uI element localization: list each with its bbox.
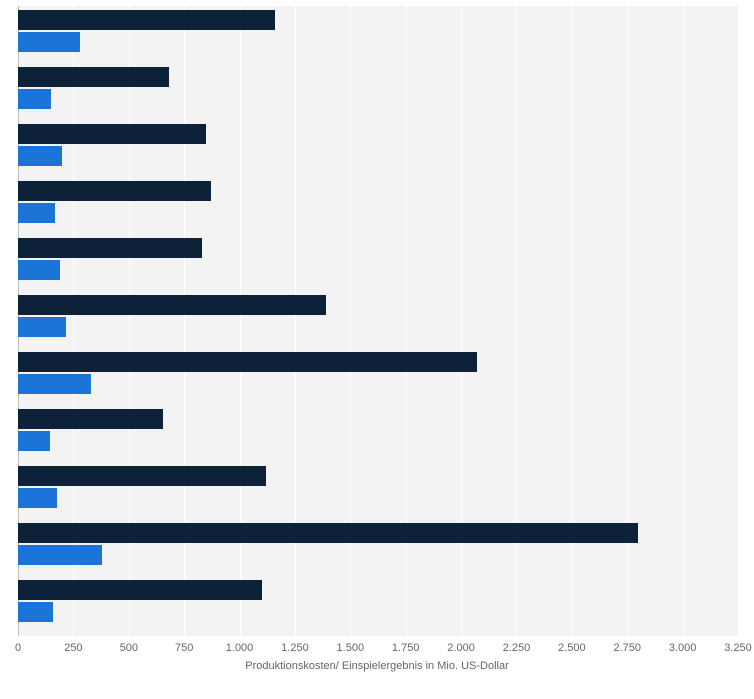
x-tick-label: 2.000 [447, 642, 475, 654]
bar-revenue [18, 409, 163, 429]
bar-cost [18, 260, 60, 280]
bar-revenue [18, 124, 206, 144]
bar-revenue [18, 181, 211, 201]
plot-area: 02505007501.0001.2501.5001.7502.0002.250… [18, 6, 738, 636]
bar-cost [18, 317, 66, 337]
x-gridline [738, 6, 739, 636]
bar-revenue [18, 352, 477, 372]
chart-container: 0 250 500 750 1.000 1.250 1.500 1.750 2.000 2.250… [0, 0, 754, 699]
bar-revenue [18, 295, 326, 315]
bar-revenue [18, 580, 262, 600]
x-tick-label: 2.500 [558, 642, 586, 654]
bar-revenue [18, 523, 638, 543]
bar-cost [18, 374, 91, 394]
x-tick-label: 3.250 [724, 642, 752, 654]
x-tick-label: 1.250 [281, 642, 309, 654]
x-tick-label: 1.750 [392, 642, 420, 654]
bar-cost [18, 89, 51, 109]
x-tick-label: 750 [175, 642, 193, 654]
x-tick-label: 500 [120, 642, 138, 654]
bar-revenue [18, 238, 202, 258]
bar-cost [18, 146, 62, 166]
bar-cost [18, 602, 53, 622]
bar-revenue [18, 466, 266, 486]
bar-revenue [18, 67, 169, 87]
bar-cost [18, 488, 57, 508]
x-tick-label: 1.000 [226, 642, 254, 654]
bar-cost [18, 431, 50, 451]
x-gridline [683, 6, 684, 636]
bar-revenue [18, 10, 275, 30]
x-tick-label: 1.500 [337, 642, 365, 654]
bar-cost [18, 32, 80, 52]
x-tick-label: 3.000 [669, 642, 697, 654]
x-tick-label: 0 [15, 642, 21, 654]
x-tick-label: 2.250 [503, 642, 531, 654]
bar-cost [18, 203, 55, 223]
bar-cost [18, 545, 102, 565]
x-axis-title: Produktionskosten/ Einspielergebnis in M… [0, 660, 754, 672]
x-tick-label: 250 [64, 642, 82, 654]
x-tick-label: 2.750 [613, 642, 641, 654]
